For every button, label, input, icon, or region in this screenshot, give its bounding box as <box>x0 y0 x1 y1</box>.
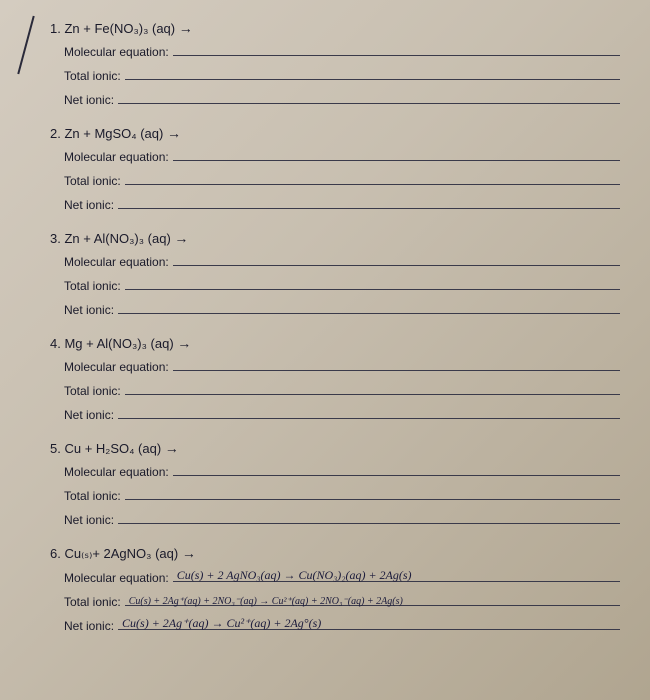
problem-header: 1. Zn + Fe(NO₃)₃ (aq) <box>50 20 620 36</box>
slash-mark <box>17 16 34 74</box>
problem-6: 6. Cu₍ₛ₎+ 2AgNO₃ (aq) Molecular equation… <box>50 545 620 633</box>
line-label: Total ionic: <box>64 384 121 398</box>
arrow-icon <box>179 20 209 36</box>
arrow-icon <box>165 440 195 456</box>
blank-line <box>125 66 620 80</box>
blank-line <box>173 462 620 476</box>
blank-line <box>125 381 620 395</box>
handwritten-answer: Cu(s) + 2Ag⁺(aq) → Cu²⁺(aq) + 2Ag°(s) <box>122 616 321 631</box>
blank-line <box>173 357 620 371</box>
problem-equation: Mg + Al(NO₃)₃ (aq) <box>64 336 173 351</box>
line-label: Total ionic: <box>64 69 121 83</box>
handwritten-answer: Cu(s) + 2 AgNO₃(aq) → Cu(NO₃)₂(aq) + 2Ag… <box>177 568 412 583</box>
blank-line <box>118 510 620 524</box>
net-ionic-line: Net ionic: <box>50 300 620 317</box>
problem-number: 3. <box>50 231 61 246</box>
blank-line <box>125 171 620 185</box>
line-label: Molecular equation: <box>64 360 169 374</box>
line-label: Net ionic: <box>64 513 114 527</box>
problem-header: 6. Cu₍ₛ₎+ 2AgNO₃ (aq) <box>50 545 620 562</box>
problem-equation: Cu₍ₛ₎+ 2AgNO₃ (aq) <box>64 546 178 561</box>
total-ionic-line: Total ionic: <box>50 381 620 398</box>
total-ionic-line: Total ionic: <box>50 486 620 503</box>
line-label: Net ionic: <box>64 303 114 317</box>
problem-header: 3. Zn + Al(NO₃)₃ (aq) <box>50 230 620 246</box>
line-label: Net ionic: <box>64 93 114 107</box>
line-label: Total ionic: <box>64 279 121 293</box>
problem-2: 2. Zn + MgSO₄ (aq) Molecular equation: T… <box>50 125 620 212</box>
total-ionic-line: Total ionic: <box>50 66 620 83</box>
problem-equation: Zn + MgSO₄ (aq) <box>64 126 163 141</box>
line-label: Molecular equation: <box>64 45 169 59</box>
blank-line <box>118 90 620 104</box>
molecular-line: Molecular equation: <box>50 42 620 59</box>
problem-number: 6. <box>50 546 61 561</box>
line-label: Net ionic: <box>64 198 114 212</box>
total-ionic-line: Total ionic: <box>50 276 620 293</box>
line-label: Net ionic: <box>64 408 114 422</box>
total-ionic-line: Total ionic: <box>50 171 620 188</box>
line-label: Total ionic: <box>64 595 121 609</box>
problem-equation: Zn + Fe(NO₃)₃ (aq) <box>64 21 175 36</box>
worksheet: 1. Zn + Fe(NO₃)₃ (aq) Molecular equation… <box>50 20 620 633</box>
blank-line: Cu(s) + 2Ag⁺(aq) + 2NO₃⁻(aq) → Cu²⁺(aq) … <box>125 592 620 606</box>
molecular-line: Molecular equation: Cu(s) + 2 AgNO₃(aq) … <box>50 568 620 585</box>
arrow-icon <box>167 125 197 141</box>
net-ionic-line: Net ionic: <box>50 510 620 527</box>
blank-line: Cu(s) + 2Ag⁺(aq) → Cu²⁺(aq) + 2Ag°(s) <box>118 616 620 630</box>
problem-header: 5. Cu + H₂SO₄ (aq) <box>50 440 620 456</box>
problem-number: 1. <box>50 21 61 36</box>
problem-number: 5. <box>50 441 61 456</box>
problem-equation: Cu + H₂SO₄ (aq) <box>64 441 161 456</box>
arrow-icon <box>174 230 204 246</box>
net-ionic-line: Net ionic: <box>50 90 620 107</box>
blank-line <box>173 42 620 56</box>
problem-number: 2. <box>50 126 61 141</box>
line-label: Molecular equation: <box>64 150 169 164</box>
net-ionic-line: Net ionic: Cu(s) + 2Ag⁺(aq) → Cu²⁺(aq) +… <box>50 616 620 633</box>
handwritten-answer: Cu(s) + 2Ag⁺(aq) + 2NO₃⁻(aq) → Cu²⁺(aq) … <box>129 596 403 607</box>
problem-5: 5. Cu + H₂SO₄ (aq) Molecular equation: T… <box>50 440 620 527</box>
problem-equation: Zn + Al(NO₃)₃ (aq) <box>64 231 170 246</box>
molecular-line: Molecular equation: <box>50 252 620 269</box>
blank-line <box>118 195 620 209</box>
blank-line <box>125 486 620 500</box>
blank-line: Cu(s) + 2 AgNO₃(aq) → Cu(NO₃)₂(aq) + 2Ag… <box>173 568 620 582</box>
net-ionic-line: Net ionic: <box>50 405 620 422</box>
arrow-icon <box>182 545 212 561</box>
line-label: Molecular equation: <box>64 571 169 585</box>
molecular-line: Molecular equation: <box>50 462 620 479</box>
blank-line <box>173 147 620 161</box>
line-label: Molecular equation: <box>64 255 169 269</box>
line-label: Total ionic: <box>64 489 121 503</box>
problem-header: 2. Zn + MgSO₄ (aq) <box>50 125 620 141</box>
blank-line <box>125 276 620 290</box>
problem-1: 1. Zn + Fe(NO₃)₃ (aq) Molecular equation… <box>50 20 620 107</box>
arrow-icon <box>177 335 207 351</box>
problem-header: 4. Mg + Al(NO₃)₃ (aq) <box>50 335 620 351</box>
problem-number: 4. <box>50 336 61 351</box>
line-label: Net ionic: <box>64 619 114 633</box>
net-ionic-line: Net ionic: <box>50 195 620 212</box>
line-label: Molecular equation: <box>64 465 169 479</box>
problem-3: 3. Zn + Al(NO₃)₃ (aq) Molecular equation… <box>50 230 620 317</box>
blank-line <box>118 405 620 419</box>
blank-line <box>118 300 620 314</box>
molecular-line: Molecular equation: <box>50 147 620 164</box>
molecular-line: Molecular equation: <box>50 357 620 374</box>
problem-4: 4. Mg + Al(NO₃)₃ (aq) Molecular equation… <box>50 335 620 422</box>
total-ionic-line: Total ionic: Cu(s) + 2Ag⁺(aq) + 2NO₃⁻(aq… <box>50 592 620 609</box>
line-label: Total ionic: <box>64 174 121 188</box>
blank-line <box>173 252 620 266</box>
